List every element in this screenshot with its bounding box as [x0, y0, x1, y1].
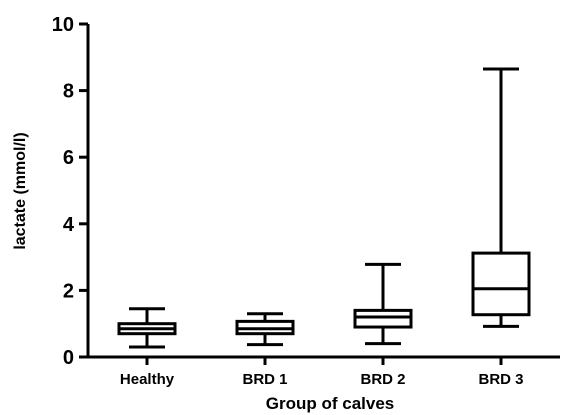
box-brd-2 [353, 262, 413, 346]
x-tick-label: BRD 2 [360, 371, 405, 388]
box-brd-3 [471, 67, 531, 328]
y-tick-label: 6 [63, 147, 74, 169]
y-axis: 0 2 4 6 8 10 [52, 14, 90, 369]
x-axis-ticks: Healthy BRD 1 BRD 2 BRD 3 [120, 357, 524, 388]
y-tick-label: 4 [63, 214, 75, 236]
iqr-box [353, 308, 413, 329]
box-brd-1 [235, 312, 295, 347]
box-healthy [117, 307, 177, 349]
y-tick-label: 10 [52, 14, 74, 36]
iqr-box [471, 251, 531, 317]
x-axis-title: Group of calves [266, 394, 394, 413]
x-tick-label: Healthy [120, 371, 175, 388]
y-tick-label: 0 [63, 347, 74, 369]
x-tick-label: BRD 1 [242, 371, 287, 388]
x-tick-label: BRD 3 [478, 371, 523, 388]
y-tick-label: 2 [63, 280, 74, 302]
y-tick-label: 8 [63, 81, 74, 103]
y-axis-ticks: 0 2 4 6 8 10 [52, 14, 88, 369]
x-axis: Healthy BRD 1 BRD 2 BRD 3 [88, 355, 560, 388]
box-series [117, 67, 531, 349]
y-axis-title: lactate (mmol/l) [12, 132, 29, 249]
